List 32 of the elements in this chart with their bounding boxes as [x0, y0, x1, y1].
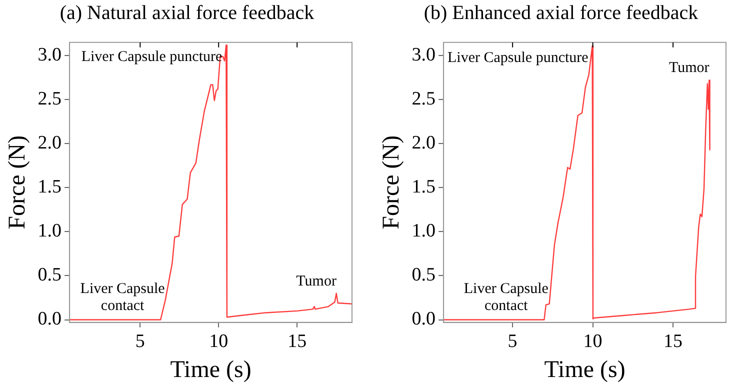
y-axis-title: Force (N)	[378, 135, 405, 230]
x-tick-label: 15	[664, 330, 683, 352]
x-tick-label: 5	[508, 330, 518, 352]
x-axis-title: Time (s)	[544, 356, 626, 383]
x-tick-label: 10	[583, 330, 602, 352]
x-tick-label: 10	[209, 330, 228, 352]
y-tick-label: 2.5	[412, 88, 436, 110]
y-tick-label: 1.5	[38, 176, 62, 198]
x-tick-label: 15	[288, 330, 307, 352]
y-tick-label: 3.0	[412, 44, 436, 66]
y-tick-label: 0.5	[412, 264, 436, 286]
x-axis-title: Time (s)	[170, 356, 252, 383]
y-axis-title: Force (N)	[4, 135, 31, 230]
y-tick-label: 1.0	[38, 220, 62, 242]
y-tick-label: 1.0	[412, 220, 436, 242]
annotation: Tumor	[668, 60, 710, 76]
annotation: Liver Capsule puncture	[81, 48, 222, 65]
y-tick-label: 2.0	[38, 132, 62, 154]
annotation: Liver Capsule contact	[464, 281, 549, 314]
annotation: Liver Capsule contact	[80, 281, 166, 314]
annotation: Tumor	[296, 273, 336, 290]
chart-title: (b) Enhanced axial force feedback	[422, 2, 700, 25]
x-tick-label: 5	[135, 330, 145, 352]
y-tick-label: 0.0	[38, 308, 62, 330]
y-tick-label: 0.5	[38, 264, 62, 286]
y-tick-label: 3.0	[38, 44, 62, 66]
annotation: Liver Capsule puncture	[448, 50, 589, 66]
y-tick-label: 1.5	[412, 176, 436, 198]
chart-title: (a) Natural axial force feedback	[58, 2, 316, 25]
y-tick-label: 2.5	[38, 88, 62, 110]
y-tick-label: 0.0	[412, 308, 436, 330]
y-tick-label: 2.0	[412, 132, 436, 154]
